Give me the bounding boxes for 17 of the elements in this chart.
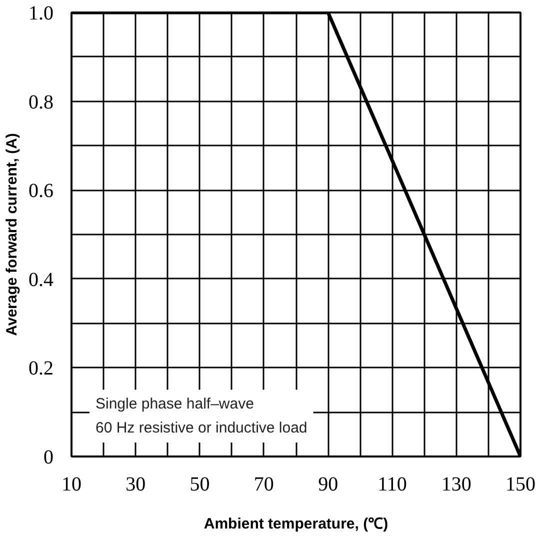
x-tick-label: 150 bbox=[506, 474, 536, 496]
x-tick-label: 30 bbox=[126, 474, 146, 496]
y-axis-title: Average forward current, (A) bbox=[4, 133, 20, 336]
x-tick-label: 130 bbox=[441, 474, 472, 496]
y-tick-label: 0.2 bbox=[28, 358, 54, 380]
x-tick-label: 90 bbox=[318, 474, 338, 496]
annotation: Single phase half–wave 60 Hz resistive or inductive load bbox=[96, 396, 308, 436]
y-tick-label: 0.4 bbox=[28, 268, 54, 291]
x-tick-label: 110 bbox=[378, 474, 407, 496]
x-axis-title: Ambient temperature, (℃) bbox=[204, 516, 388, 532]
y-tick-label: 0 bbox=[44, 446, 54, 468]
y-tick-label: 0.8 bbox=[28, 91, 54, 114]
x-tick-label: 10 bbox=[62, 474, 82, 496]
x-tick-label: 70 bbox=[254, 474, 274, 496]
y-tick-label: 1.0 bbox=[28, 2, 54, 24]
x-tick-label: 50 bbox=[190, 474, 210, 496]
y-tick-label: 0.6 bbox=[28, 180, 54, 202]
